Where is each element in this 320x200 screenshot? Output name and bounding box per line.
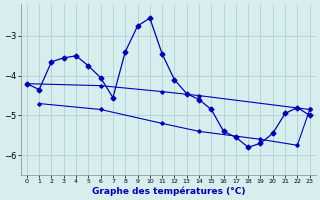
X-axis label: Graphe des températures (°C): Graphe des températures (°C) — [92, 186, 245, 196]
